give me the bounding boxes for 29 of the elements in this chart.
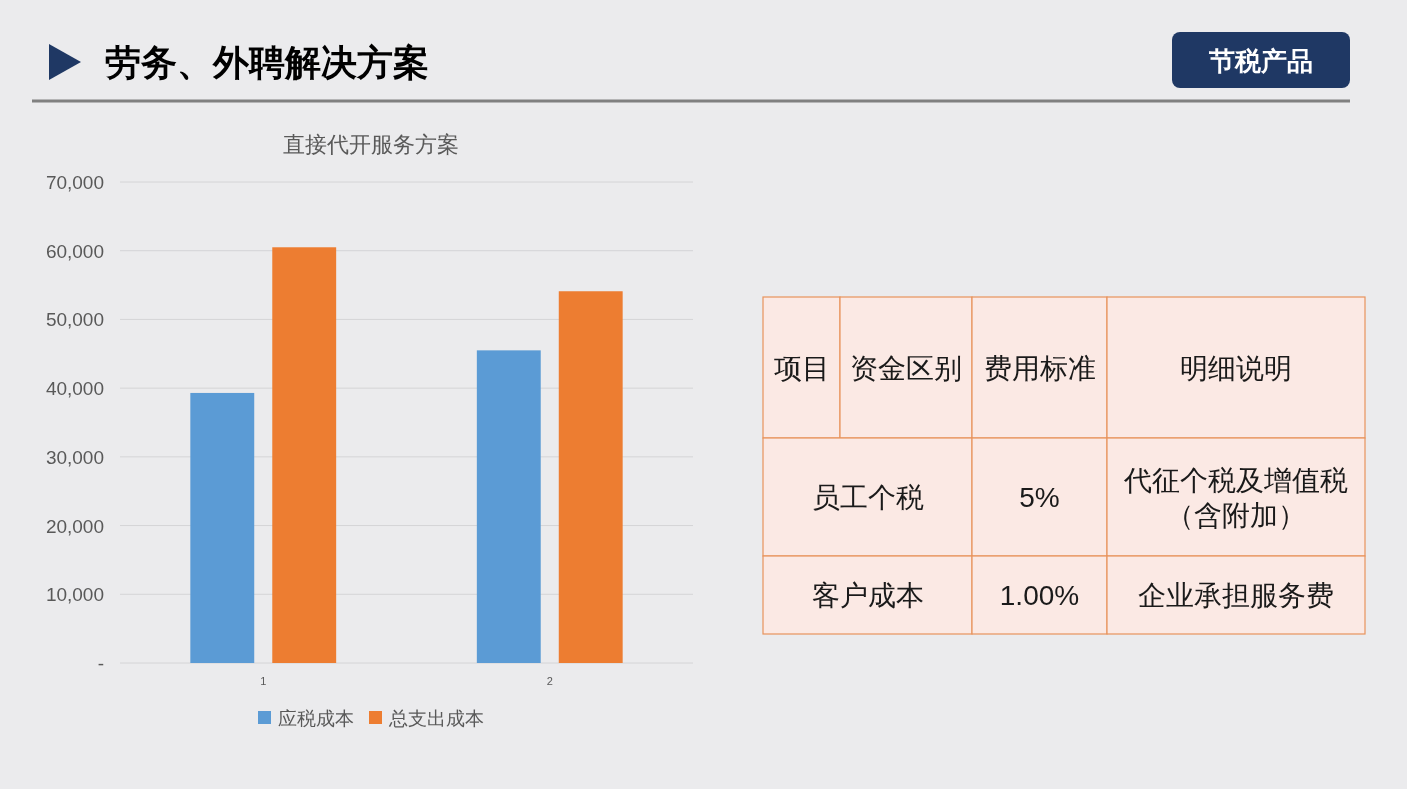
text: 5%	[1019, 482, 1060, 514]
x-tick-label: 1	[260, 675, 267, 687]
text: 代征个税及增值税（含附加）	[1124, 464, 1348, 531]
text: 客户成本	[811, 580, 924, 612]
bar	[190, 392, 255, 663]
y-tick-label: 10,000	[45, 584, 104, 606]
y-tick-label: -	[97, 653, 104, 674]
legend-label: 总支出成本	[388, 708, 484, 729]
category-label: 明细说明	[1180, 352, 1292, 384]
text: 员工个税	[811, 482, 924, 514]
badge: 节税产品	[1172, 32, 1350, 88]
category-label: 资金区别	[850, 352, 962, 384]
text: 劳务、外聘解决方案	[105, 42, 429, 83]
legend-label: 应税成本	[278, 708, 354, 729]
bar	[558, 291, 623, 663]
y-tick-label: 60,000	[45, 240, 104, 262]
bar	[272, 247, 337, 663]
y-tick-label: 20,000	[45, 515, 104, 537]
text: 企业承担服务费	[1138, 580, 1334, 612]
y-tick-label: 70,000	[45, 172, 104, 193]
text: 1.00%	[999, 580, 1080, 612]
x-tick-label: 2	[546, 675, 553, 687]
category-label: 项目	[773, 352, 830, 384]
y-tick-label: 30,000	[45, 446, 104, 468]
bar	[476, 350, 541, 663]
chart-title: 直接代开服务方案	[283, 132, 459, 157]
y-tick-label: 40,000	[45, 378, 104, 400]
y-tick-label: 50,000	[45, 309, 104, 331]
category-label: 费用标准	[983, 352, 1096, 384]
